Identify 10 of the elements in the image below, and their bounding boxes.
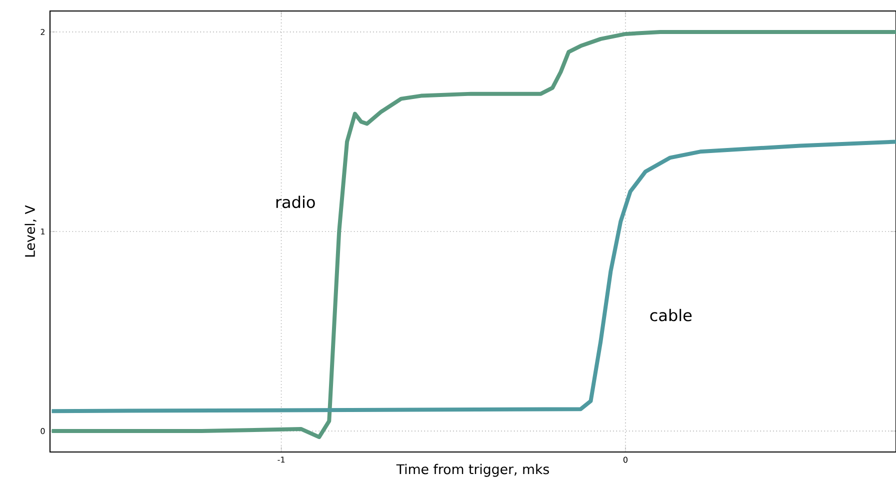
text: cable [650,308,692,322]
line-series [50,30,896,440]
y-tick-label: 1 [41,228,45,234]
y-tick-label: 2 [40,28,44,35]
series-label: radio [276,196,315,208]
y-tick-label: 0 [40,428,45,434]
x-axis-title: Time from trigger, mks [396,464,549,477]
x-tick-label: -1 [278,456,285,463]
y-axis-title: Level, V [24,205,36,257]
line-series [50,140,896,414]
